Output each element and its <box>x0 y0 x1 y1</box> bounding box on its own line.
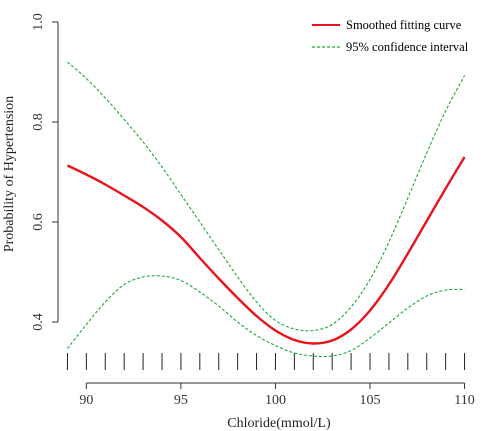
x-axis: 90 95 100 105 110 <box>79 382 475 408</box>
x-tick-label: 110 <box>454 393 474 408</box>
legend-label-confidence: 95% confidence interval <box>346 40 469 54</box>
y-axis: 0.4 0.6 0.8 1.0 <box>31 13 59 331</box>
x-axis-title: Chloride(mmol/L) <box>227 416 331 431</box>
series-group <box>66 61 466 358</box>
x-tick-label: 100 <box>265 393 286 408</box>
rug-marks <box>66 353 466 370</box>
ci-lower-line <box>67 275 465 358</box>
x-tick-label: 105 <box>360 393 381 408</box>
y-tick-label: 0.8 <box>31 113 46 131</box>
y-tick-label: 0.6 <box>31 213 46 231</box>
y-axis-title: Probability of Hypertension <box>2 96 17 252</box>
x-tick-label: 95 <box>174 393 188 408</box>
legend: Smoothed fitting curve 95% confidence in… <box>312 18 469 54</box>
ci-upper-line <box>67 61 466 332</box>
x-tick-label: 90 <box>79 393 93 408</box>
y-tick-label: 0.4 <box>31 313 46 331</box>
smoothed-fitting-curve <box>66 156 466 345</box>
y-tick-label: 1.0 <box>31 13 46 31</box>
legend-label-smoothed: Smoothed fitting curve <box>346 18 462 32</box>
